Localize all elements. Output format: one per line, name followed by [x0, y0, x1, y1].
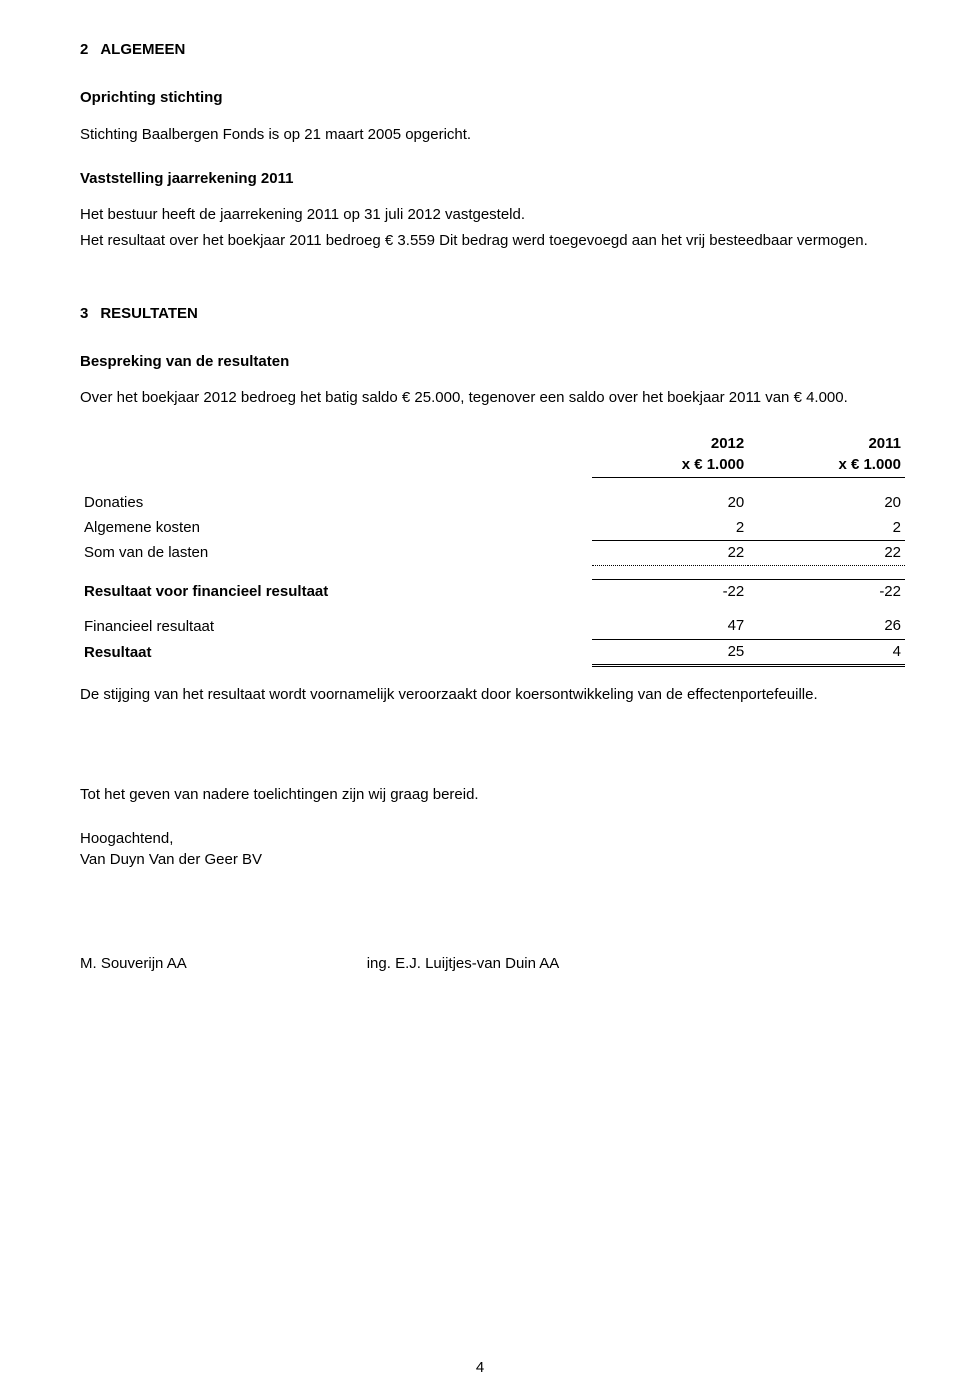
donaties-v1: 20: [592, 491, 749, 515]
algkosten-v1: 2: [592, 516, 749, 541]
section-2-heading: 2 ALGEMEEN: [80, 40, 905, 60]
table-row: Som van de lasten 22 22: [80, 540, 905, 565]
algkosten-v2: 2: [748, 516, 905, 541]
results-table: 2012 x € 1.000 2011 x € 1.000 Donaties 2…: [80, 432, 905, 667]
unit2: x € 1.000: [752, 455, 901, 475]
table-row: Resultaat voor financieel resultaat -22 …: [80, 580, 905, 605]
signature-2: ing. E.J. Luijtjes-van Duin AA: [367, 954, 560, 974]
resvoor-label: Resultaat voor financieel resultaat: [80, 580, 592, 605]
table-row: Resultaat 25 4: [80, 639, 905, 665]
table-head-empty: [80, 432, 592, 477]
donaties-v2: 20: [748, 491, 905, 515]
results-outro: De stijging van het resultaat wordt voor…: [80, 685, 905, 705]
table-head-year2: 2011 x € 1.000: [748, 432, 905, 477]
som-v2: 22: [748, 540, 905, 565]
section-3-heading: 3 RESULTATEN: [80, 304, 905, 324]
section-3-number: 3: [80, 305, 88, 322]
closing-firm: Van Duyn Van der Geer BV: [80, 850, 905, 870]
signature-1: M. Souverijn AA: [80, 954, 187, 974]
sub-vaststelling-text1: Het bestuur heeft de jaarrekening 2011 o…: [80, 205, 905, 225]
finres-v2: 26: [748, 614, 905, 639]
sub-vaststelling-text2: Het resultaat over het boekjaar 2011 bed…: [80, 231, 905, 251]
signature-row: M. Souverijn AA ing. E.J. Luijtjes-van D…: [80, 954, 905, 974]
closing-greet: Hoogachtend,: [80, 829, 905, 849]
year1: 2012: [596, 434, 745, 454]
table-head-year1: 2012 x € 1.000: [592, 432, 749, 477]
donaties-label: Donaties: [80, 491, 592, 515]
sub-bespreking-intro: Over het boekjaar 2012 bedroeg het batig…: [80, 388, 905, 408]
year2: 2011: [752, 434, 901, 454]
unit1: x € 1.000: [596, 455, 745, 475]
sub-oprichting-text: Stichting Baalbergen Fonds is op 21 maar…: [80, 125, 905, 145]
finres-v1: 47: [592, 614, 749, 639]
algkosten-label: Algemene kosten: [80, 516, 592, 541]
res-label: Resultaat: [80, 639, 592, 665]
sub-oprichting-title: Oprichting stichting: [80, 88, 905, 108]
res-v2: 4: [748, 639, 905, 665]
table-row: Algemene kosten 2 2: [80, 516, 905, 541]
table-row: Donaties 20 20: [80, 491, 905, 515]
resvoor-v1: -22: [592, 580, 749, 605]
section-2-title: ALGEMEEN: [100, 41, 185, 58]
sub-bespreking-title: Bespreking van de resultaten: [80, 352, 905, 372]
table-row: Financieel resultaat 47 26: [80, 614, 905, 639]
finres-label: Financieel resultaat: [80, 614, 592, 639]
section-3-title: RESULTATEN: [100, 305, 198, 322]
page-number: 4: [0, 1358, 960, 1378]
resvoor-v2: -22: [748, 580, 905, 605]
sub-vaststelling-title: Vaststelling jaarrekening 2011: [80, 169, 905, 189]
section-2-number: 2: [80, 41, 88, 58]
som-v1: 22: [592, 540, 749, 565]
res-v1: 25: [592, 639, 749, 665]
som-label: Som van de lasten: [80, 540, 592, 565]
closing-line: Tot het geven van nadere toelichtingen z…: [80, 785, 905, 805]
